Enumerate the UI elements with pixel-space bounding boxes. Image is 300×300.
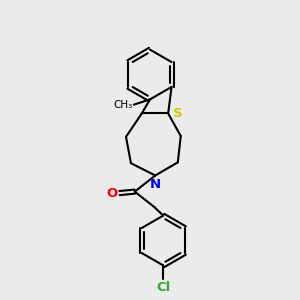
Text: N: N [150, 178, 161, 191]
Text: O: O [106, 187, 117, 200]
Text: S: S [173, 107, 182, 120]
Text: CH₃: CH₃ [113, 100, 132, 110]
Text: Cl: Cl [156, 281, 170, 294]
